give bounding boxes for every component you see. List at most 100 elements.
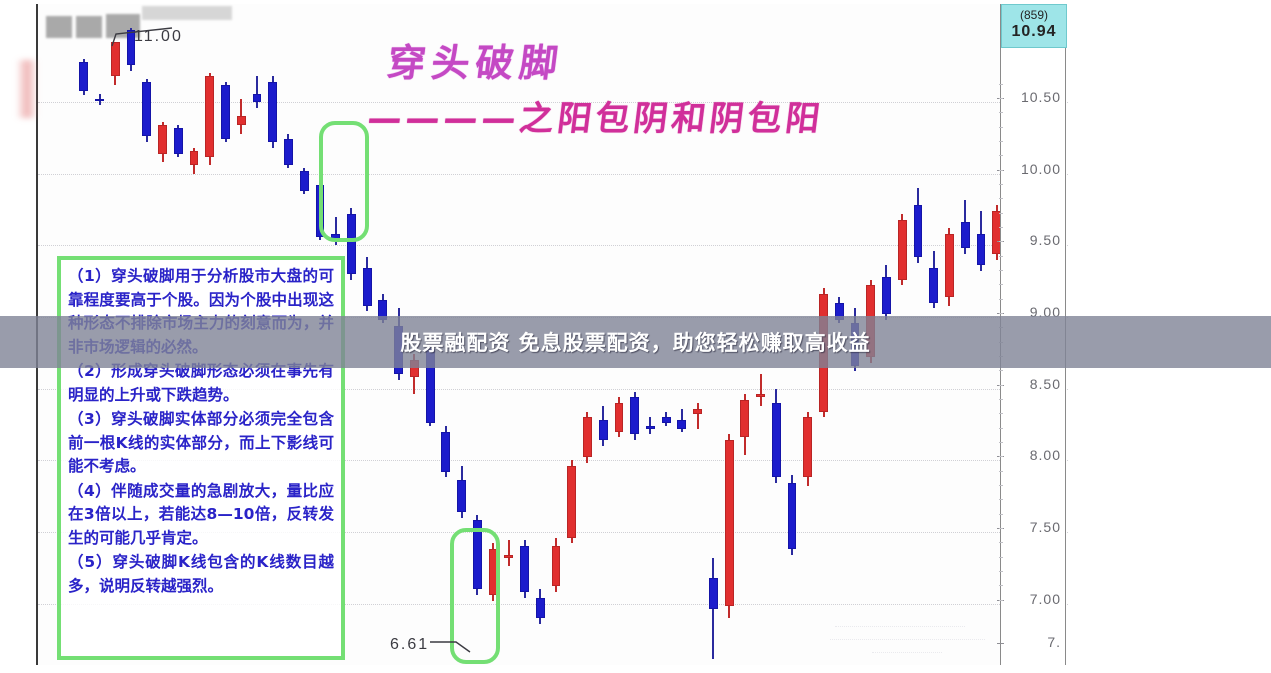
candle-body [504,554,514,558]
candle-body [158,125,167,154]
note-line: （4）伴随成交量的急剧放大，量比应在3倍以上，若能达8—10倍，反转发生的可能几… [68,481,334,547]
candle-body [630,397,640,435]
candle-wick [507,540,510,567]
candlestick [110,41,120,85]
price-minor-tick [999,313,1003,314]
price-minor-tick [999,599,1003,601]
candle-wick [255,76,258,108]
candle-body [771,402,781,478]
price-minor-tick [999,513,1003,515]
redacted-block [76,16,102,38]
last-price-badge: (859) 10.94 [1001,4,1067,48]
candle-body [677,420,687,429]
candlestick [803,411,813,487]
price-minor-tick [999,370,1003,372]
price-minor-tick [999,542,1003,544]
candlestick [756,374,765,406]
candle-body [284,139,293,166]
price-minor-tick [999,398,1003,400]
gridline [38,173,1068,175]
candlestick [598,405,608,446]
candle-body [142,82,152,137]
candle-body [740,400,750,438]
candlestick [79,59,89,95]
high-callout-label: 11.00 [134,28,183,45]
candlestick [457,466,466,518]
instrument-code: (859) [1019,8,1048,22]
faint-dotted-residue [830,639,985,640]
price-minor-tick [999,83,1003,85]
candle-body [945,233,954,297]
low-callout-label: 6.61 [390,636,430,653]
candlestick [189,147,199,174]
price-minor-tick [999,198,1003,200]
candlestick [960,199,970,254]
candlestick [504,540,514,567]
candlestick [724,434,734,618]
candlestick [362,256,372,312]
candlestick [787,474,797,555]
price-minor-tick [999,141,1003,143]
candlestick [661,411,671,426]
candlestick [929,251,939,309]
candle-body [441,431,451,472]
candle-body [646,425,655,429]
candlestick [126,27,136,71]
candle-body [95,99,104,102]
price-minor-tick [999,284,1003,286]
candlestick [945,228,954,306]
price-minor-tick [999,484,1003,486]
price-minor-tick [999,255,1003,257]
candle-body [708,577,718,610]
candle-body [189,150,199,166]
candle-body [535,597,545,618]
candlestick [173,125,183,157]
candlestick [882,265,891,320]
gridline [38,388,1068,390]
price-minor-tick [999,527,1003,529]
price-minor-tick [999,212,1003,214]
candle-body [598,420,608,441]
candlestick [677,408,687,432]
highlight-box-yangbaoyin [450,528,500,664]
price-tick-label: 7. [1047,633,1061,650]
price-minor-tick [999,169,1003,171]
candlestick [976,210,986,272]
candlestick [158,122,167,163]
price-minor-tick [999,98,1003,100]
price-tick-label: 8.50 [1029,375,1061,392]
candlestick [284,133,293,168]
candle-body [724,440,734,607]
candle-body [756,394,765,398]
price-minor-tick [999,184,1003,186]
candle-body [520,546,529,593]
candle-body [236,116,246,126]
candle-body [913,205,923,257]
price-tick-label: 10.50 [1020,89,1061,106]
candlestick [708,557,718,660]
note-line: （3）穿头破脚实体部分必须完全包含前一根K线的实体部分，而上下影线可能不考虑。 [68,410,334,475]
gridline [38,102,1068,104]
candlestick [630,391,640,441]
price-minor-tick [999,499,1003,501]
price-tick-label: 8.00 [1029,447,1061,464]
candle-body [221,84,230,140]
candle-body [551,546,561,587]
candlestick [567,460,577,544]
candle-body [347,213,356,274]
candlestick [646,417,655,435]
redacted-block [46,16,72,38]
candle-body [976,233,986,266]
price-minor-tick [999,155,1003,157]
price-tick-label: 7.50 [1029,518,1061,535]
candlestick [693,402,703,429]
candlestick [897,213,907,286]
candlestick [221,82,230,143]
candlestick [551,537,561,593]
candlestick [535,589,545,624]
candle-body [693,408,703,415]
price-minor-tick [999,585,1003,587]
candle-wick [759,374,762,406]
note-line: （5）穿头破脚K线包含的K线数目越多，说明反转越强烈。 [68,553,334,595]
